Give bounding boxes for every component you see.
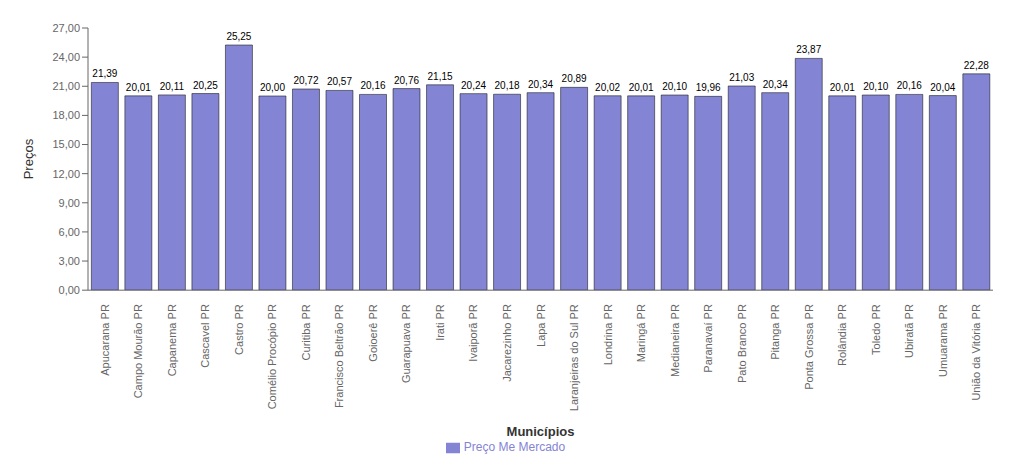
- svg-text:Maringá PR: Maringá PR: [635, 304, 647, 362]
- svg-text:Ivaiporã PR: Ivaiporã PR: [467, 304, 479, 362]
- svg-text:23,87: 23,87: [796, 44, 821, 55]
- svg-text:21,39: 21,39: [92, 68, 117, 79]
- svg-text:Castro PR: Castro PR: [233, 304, 245, 355]
- svg-text:Lapa PR: Lapa PR: [535, 304, 547, 347]
- svg-text:Ubiratã PR: Ubiratã PR: [903, 304, 915, 358]
- svg-text:Cascavel PR: Cascavel PR: [199, 304, 211, 368]
- svg-text:20,10: 20,10: [863, 81, 888, 92]
- svg-text:20,01: 20,01: [126, 82, 151, 93]
- svg-text:Toledo PR: Toledo PR: [870, 304, 882, 355]
- svg-text:União da Vitória PR: União da Vitória PR: [970, 304, 982, 400]
- svg-text:20,01: 20,01: [830, 82, 855, 93]
- svg-text:19,96: 19,96: [696, 82, 721, 93]
- svg-text:20,89: 20,89: [562, 73, 587, 84]
- svg-text:6,00: 6,00: [59, 226, 80, 238]
- svg-text:20,18: 20,18: [495, 80, 520, 91]
- svg-text:0,00: 0,00: [59, 284, 80, 296]
- svg-text:20,34: 20,34: [763, 79, 788, 90]
- svg-text:20,01: 20,01: [629, 82, 654, 93]
- svg-text:18,00: 18,00: [52, 109, 80, 121]
- svg-text:24,00: 24,00: [52, 51, 80, 63]
- svg-text:Rolândia PR: Rolândia PR: [836, 304, 848, 366]
- svg-text:Campo Mourão PR: Campo Mourão PR: [132, 304, 144, 398]
- svg-text:20,04: 20,04: [930, 82, 955, 93]
- svg-text:21,00: 21,00: [52, 80, 80, 92]
- svg-text:21,03: 21,03: [729, 72, 754, 83]
- svg-text:Preços: Preços: [21, 138, 36, 179]
- svg-text:Goioerê PR: Goioerê PR: [367, 304, 379, 362]
- svg-text:21,15: 21,15: [428, 71, 453, 82]
- svg-text:Capanema PR: Capanema PR: [166, 304, 178, 376]
- svg-text:Curitiba PR: Curitiba PR: [300, 304, 312, 360]
- html-text:Preço Me Mercado: Preço Me Mercado: [463, 440, 566, 455]
- svg-text:Londrina PR: Londrina PR: [602, 304, 614, 365]
- svg-text:Municípios: Municípios: [507, 424, 575, 439]
- svg-text:Comélio Procópio PR: Comélio Procópio PR: [266, 304, 278, 409]
- svg-text:20,34: 20,34: [528, 79, 553, 90]
- svg-text:20,25: 20,25: [193, 80, 218, 91]
- svg-text:20,10: 20,10: [662, 81, 687, 92]
- svg-text:Pato Branco PR: Pato Branco PR: [736, 304, 748, 383]
- svg-text:3,00: 3,00: [59, 255, 80, 267]
- svg-text:27,00: 27,00: [52, 22, 80, 34]
- svg-text:Laranjeiras do Sul PR: Laranjeiras do Sul PR: [568, 304, 580, 411]
- svg-text:22,28: 22,28: [964, 60, 989, 71]
- svg-text:Pitanga PR: Pitanga PR: [769, 304, 781, 360]
- svg-text:20,02: 20,02: [595, 82, 620, 93]
- svg-text:Ponta Grossa PR: Ponta Grossa PR: [803, 304, 815, 390]
- svg-text:Guarapuava PR: Guarapuava PR: [400, 304, 412, 383]
- svg-text:20,76: 20,76: [394, 75, 419, 86]
- svg-text:Apucarana PR: Apucarana PR: [99, 304, 111, 376]
- svg-text:25,25: 25,25: [226, 31, 251, 42]
- svg-text:20,24: 20,24: [461, 80, 486, 91]
- svg-text:20,11: 20,11: [160, 81, 185, 92]
- svg-text:12,00: 12,00: [52, 168, 80, 180]
- svg-text:9,00: 9,00: [59, 197, 80, 209]
- svg-text:20,57: 20,57: [327, 76, 352, 87]
- svg-text:Francisco Beltrão PR: Francisco Beltrão PR: [333, 304, 345, 408]
- svg-text:Paranavaí PR: Paranavaí PR: [702, 304, 714, 373]
- svg-text:Umuarama PR: Umuarama PR: [937, 304, 949, 377]
- svg-text:Jacarezinho PR: Jacarezinho PR: [501, 304, 513, 382]
- svg-text:20,16: 20,16: [360, 80, 385, 91]
- svg-text:20,72: 20,72: [293, 75, 318, 86]
- svg-text:Irati PR: Irati PR: [434, 304, 446, 341]
- svg-text:20,00: 20,00: [260, 82, 285, 93]
- svg-text:20,16: 20,16: [897, 80, 922, 91]
- svg-text:Medianeira PR: Medianeira PR: [669, 304, 681, 377]
- svg-text:15,00: 15,00: [52, 138, 80, 150]
